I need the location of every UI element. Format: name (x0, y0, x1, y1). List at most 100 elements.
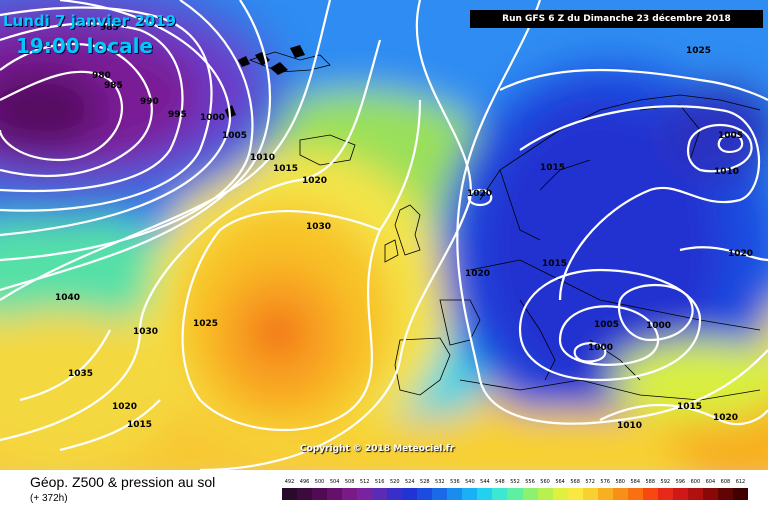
isobar-label: 985 (104, 81, 123, 91)
isobar-label: 995 (168, 110, 187, 120)
legend-swatch (702, 488, 718, 500)
legend-value: 552 (510, 479, 520, 485)
isobar-label: 1015 (677, 402, 702, 412)
legend-swatch (447, 488, 463, 500)
isobar-label: 1015 (127, 420, 152, 430)
forecast-time: 19:00 locale (16, 34, 153, 58)
isobar-label: 1005 (718, 131, 743, 141)
legend-value: 492 (284, 479, 295, 485)
legend-value: 568 (570, 479, 580, 485)
legend-swatch (387, 488, 403, 500)
legend-swatch (492, 488, 508, 500)
legend-value: 532 (435, 479, 445, 485)
legend-swatch (732, 488, 748, 500)
forecast-offset: (+ 372h) (30, 493, 68, 504)
isobar-label: 1020 (467, 189, 492, 199)
legend-swatch (642, 488, 658, 500)
isobar-label: 990 (140, 97, 159, 107)
map-footer: Géop. Z500 & pression au sol (+ 372h) 49… (0, 470, 768, 512)
legend-swatch (522, 488, 538, 500)
legend-value: 564 (555, 479, 565, 485)
legend-swatch (417, 488, 433, 500)
legend-value: 612 (735, 479, 746, 485)
legend-value: 556 (525, 479, 535, 485)
isobar-label: 1005 (594, 320, 619, 330)
isobar-label: 985 (100, 23, 119, 33)
legend-swatch (627, 488, 643, 500)
legend-value: 560 (540, 479, 550, 485)
legend-swatch (312, 488, 328, 500)
legend-value: 580 (615, 479, 625, 485)
isobar-label: 1010 (250, 153, 275, 163)
isobar-label: 1020 (713, 413, 738, 423)
isobar-label: 980 (92, 71, 111, 81)
isobar-label: 1000 (588, 343, 613, 353)
isobar-label: 1015 (540, 163, 565, 173)
isobar-label: 1040 (55, 293, 80, 303)
legend-swatch (477, 488, 493, 500)
isobar-label: 1025 (193, 319, 218, 329)
legend-swatch (327, 488, 343, 500)
weather-map: 985 980 985 990 995 1000 1005 1010 1015 … (0, 0, 768, 470)
isobar-labels: 985 980 985 990 995 1000 1005 1010 1015 … (55, 23, 753, 431)
legend-swatch (657, 488, 673, 500)
run-info-banner: Run GFS 6 Z du Dimanche 23 décembre 2018 (470, 10, 763, 28)
legend-swatch (582, 488, 598, 500)
isobar-label: 1000 (200, 113, 225, 123)
legend-swatch (462, 488, 478, 500)
legend-value: 572 (585, 479, 595, 485)
isobar-label: 1000 (646, 321, 671, 331)
legend-value: 524 (404, 479, 415, 485)
legend-swatch (402, 488, 418, 500)
legend-swatch (612, 488, 628, 500)
legend-value: 508 (344, 479, 355, 485)
geopotential-field (0, 0, 768, 470)
legend-value: 548 (495, 479, 505, 485)
legend-swatch (672, 488, 688, 500)
legend-value: 604 (705, 479, 716, 485)
legend-value: 500 (314, 479, 325, 485)
legend-swatch (507, 488, 523, 500)
legend-swatch (342, 488, 358, 500)
legend-value: 608 (720, 479, 731, 485)
copyright-notice: Copyright © 2018 Meteociel.fr (300, 444, 455, 454)
legend-value: 540 (465, 479, 475, 485)
forecast-date: Lundi 7 janvier 2019 (3, 12, 177, 30)
isobar-label: 1020 (728, 249, 753, 259)
isobar-label: 1010 (714, 167, 739, 177)
legend-swatch (717, 488, 733, 500)
isobar-label: 1020 (465, 269, 490, 279)
legend-swatch (552, 488, 568, 500)
color-scale-legend (282, 488, 748, 500)
legend-value: 596 (675, 479, 686, 485)
legend-value: 592 (660, 479, 671, 485)
legend-swatch (432, 488, 448, 500)
isobar-label: 1015 (273, 164, 298, 174)
legend-value: 512 (359, 479, 370, 485)
isobar-label: 1030 (133, 327, 158, 337)
legend-labels: 492 496 500 504 508 512 516 520 524 528 532 536 540 5… (282, 479, 748, 487)
legend-swatch (537, 488, 553, 500)
legend-value: 584 (630, 479, 641, 485)
map-title: Géop. Z500 & pression au sol (30, 474, 216, 490)
legend-swatch (357, 488, 373, 500)
legend-value: 496 (299, 479, 310, 485)
legend-value: 504 (329, 479, 340, 485)
isobar-label: 1010 (617, 421, 642, 431)
legend-swatch (687, 488, 703, 500)
isobar-label: 1015 (542, 259, 567, 269)
isobars (0, 0, 768, 470)
legend-swatch (282, 488, 298, 500)
legend-value: 588 (645, 479, 656, 485)
isobar-label: 1020 (112, 402, 137, 412)
legend-value: 576 (600, 479, 610, 485)
legend-value: 600 (690, 479, 701, 485)
legend-swatch (297, 488, 313, 500)
legend-swatch (597, 488, 613, 500)
isobar-label: 1005 (222, 131, 247, 141)
legend-value: 544 (480, 479, 490, 485)
legend-swatch (372, 488, 388, 500)
legend-value: 528 (420, 479, 430, 485)
legend-value: 516 (374, 479, 385, 485)
map-canvas: 985 980 985 990 995 1000 1005 1010 1015 … (0, 0, 768, 470)
